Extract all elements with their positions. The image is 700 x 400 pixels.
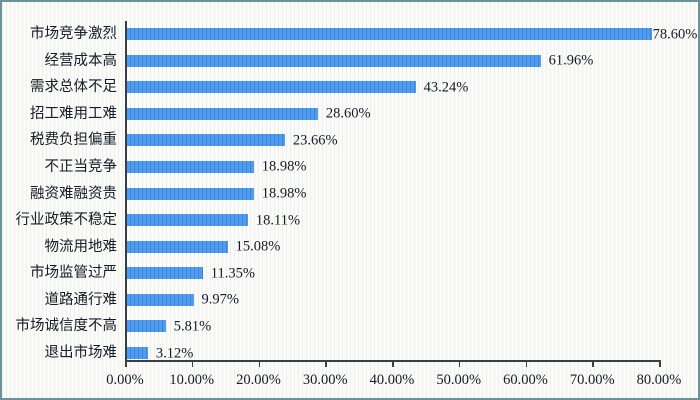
x-tick-label: 30.00% <box>302 372 348 388</box>
category-label: 招工难用工难 <box>30 105 117 122</box>
x-tick-mark <box>125 362 127 367</box>
value-label: 23.66% <box>292 132 338 149</box>
x-tick-mark <box>659 362 661 367</box>
value-label: 28.60% <box>325 105 371 122</box>
bar <box>127 54 541 67</box>
value-label: 3.12% <box>155 345 194 361</box>
x-axis-line <box>125 360 661 362</box>
bar <box>127 267 203 280</box>
value-label: 43.24% <box>423 79 469 96</box>
x-tick-label: 60.00% <box>503 372 548 388</box>
bar <box>127 320 166 333</box>
bar <box>127 160 254 173</box>
category-label: 退出市场难 <box>44 345 118 361</box>
bar <box>127 293 194 306</box>
category-label: 不正当竞争 <box>44 158 118 175</box>
bar <box>127 81 416 94</box>
category-label: 税费负担偏重 <box>30 132 117 149</box>
value-label: 78.60% <box>652 26 698 42</box>
value-label: 18.98% <box>261 185 307 202</box>
category-label: 市场监管过严 <box>30 265 117 282</box>
category-label: 市场竞争激烈 <box>30 26 117 42</box>
bar <box>127 347 148 359</box>
bar <box>127 214 248 227</box>
category-label: 物流用地难 <box>44 238 118 255</box>
x-tick-mark <box>458 362 461 367</box>
value-label: 5.81% <box>173 318 212 335</box>
value-label: 15.08% <box>235 238 281 255</box>
x-tick-label: 0.00% <box>106 372 144 388</box>
bar <box>127 28 652 40</box>
value-label: 61.96% <box>548 52 594 69</box>
category-label: 市场诚信度不高 <box>15 318 118 335</box>
x-tick-mark <box>258 362 260 367</box>
category-label: 行业政策不稳定 <box>15 212 118 229</box>
bar <box>127 187 254 200</box>
x-tick-mark <box>525 362 527 367</box>
value-label: 18.11% <box>255 212 301 229</box>
x-tick-mark <box>392 362 394 367</box>
bar <box>127 134 285 147</box>
category-label: 需求总体不足 <box>30 79 117 96</box>
value-label: 9.97% <box>201 291 240 308</box>
bar <box>127 240 228 253</box>
bar <box>127 107 318 120</box>
x-tick-label: 50.00% <box>436 372 482 388</box>
x-tick-mark <box>325 362 327 367</box>
x-tick-mark <box>592 362 594 367</box>
x-tick-label: 10.00% <box>169 372 215 388</box>
x-tick-mark <box>191 362 194 367</box>
y-axis-line <box>125 21 127 362</box>
category-label: 融资难融资贵 <box>30 185 117 202</box>
value-label: 18.98% <box>261 158 307 175</box>
value-label: 11.35% <box>210 265 255 282</box>
category-label: 道路通行难 <box>44 291 118 308</box>
x-tick-label: 20.00% <box>236 372 281 388</box>
x-tick-label: 70.00% <box>569 372 615 388</box>
x-tick-label: 40.00% <box>369 372 415 388</box>
category-label: 经营成本高 <box>44 52 118 69</box>
x-tick-label: 80.00% <box>636 372 682 388</box>
